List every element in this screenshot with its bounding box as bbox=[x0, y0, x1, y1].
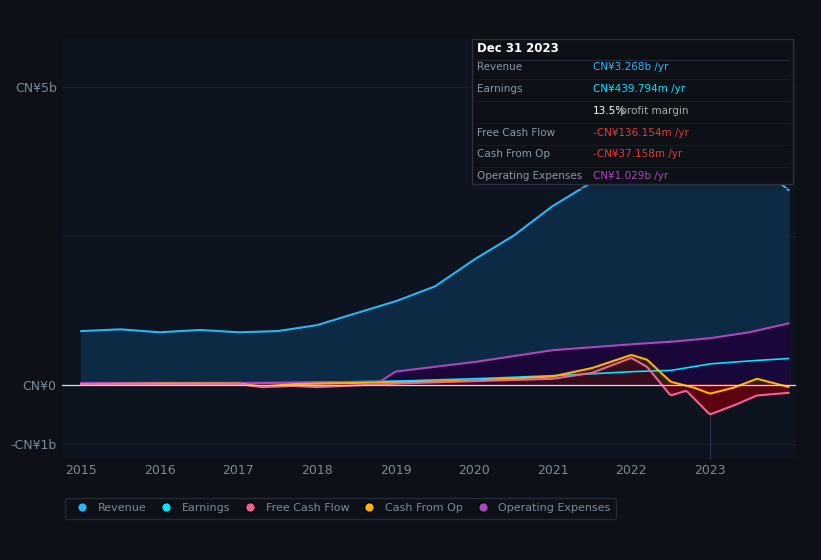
Text: Cash From Op: Cash From Op bbox=[478, 150, 550, 160]
Text: -CN¥37.158m /yr: -CN¥37.158m /yr bbox=[593, 150, 682, 160]
Text: 13.5%: 13.5% bbox=[593, 106, 626, 116]
FancyBboxPatch shape bbox=[471, 39, 793, 184]
Text: CN¥439.794m /yr: CN¥439.794m /yr bbox=[593, 84, 685, 94]
Text: Dec 31 2023: Dec 31 2023 bbox=[478, 42, 559, 55]
Text: CN¥3.268b /yr: CN¥3.268b /yr bbox=[593, 62, 668, 72]
Text: Operating Expenses: Operating Expenses bbox=[478, 171, 583, 181]
Legend: Revenue, Earnings, Free Cash Flow, Cash From Op, Operating Expenses: Revenue, Earnings, Free Cash Flow, Cash … bbox=[65, 498, 617, 519]
Text: CN¥1.029b /yr: CN¥1.029b /yr bbox=[593, 171, 668, 181]
Text: -CN¥136.154m /yr: -CN¥136.154m /yr bbox=[593, 128, 689, 138]
Text: Earnings: Earnings bbox=[478, 84, 523, 94]
Text: Free Cash Flow: Free Cash Flow bbox=[478, 128, 556, 138]
Text: profit margin: profit margin bbox=[617, 106, 689, 116]
Text: Revenue: Revenue bbox=[478, 62, 523, 72]
